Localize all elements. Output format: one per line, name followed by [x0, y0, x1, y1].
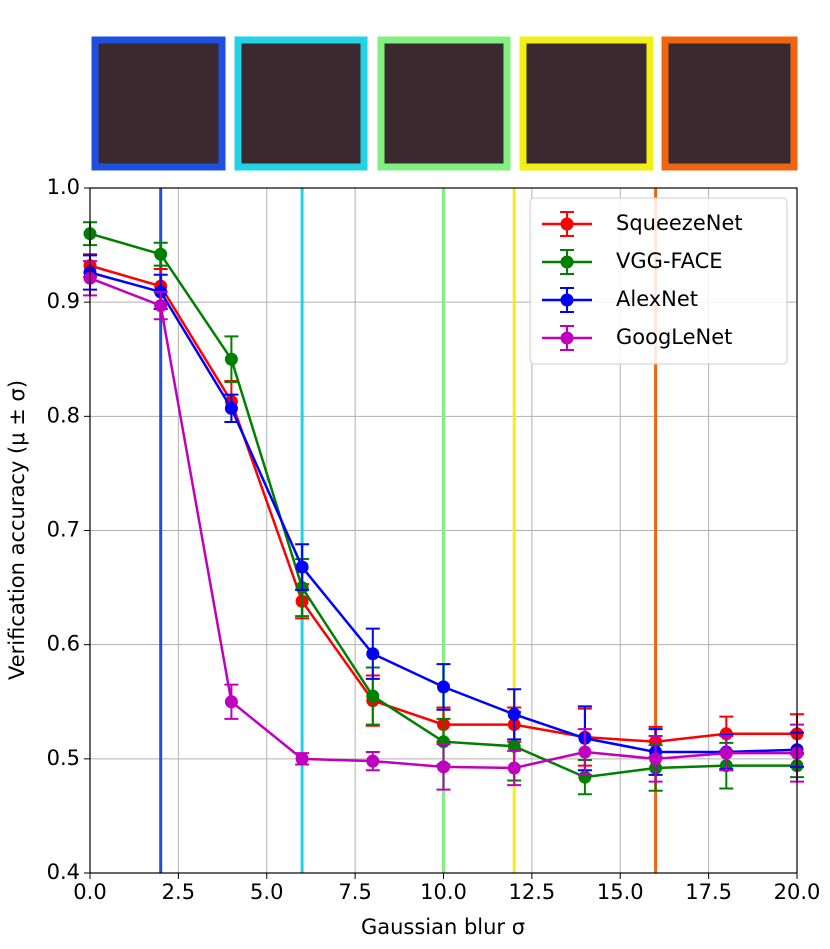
point — [366, 689, 380, 703]
point — [366, 754, 380, 768]
x-tick-label: 10.0 — [420, 880, 467, 904]
thumbnails — [91, 36, 798, 171]
legend-label: GoogLeNet — [616, 325, 732, 349]
y-tick-label: 0.6 — [47, 632, 80, 656]
y-tick-label: 0.5 — [47, 746, 80, 770]
x-tick-label: 2.5 — [162, 880, 195, 904]
y-tick-label: 0.9 — [47, 289, 80, 313]
legend-marker — [560, 293, 574, 307]
point — [507, 739, 521, 753]
thumbnail — [91, 36, 226, 171]
thumbnail — [661, 36, 798, 171]
point — [578, 745, 592, 759]
point — [224, 401, 238, 415]
x-tick-label: 20.0 — [774, 880, 821, 904]
point — [507, 761, 521, 775]
point — [154, 299, 168, 313]
point — [366, 647, 380, 661]
point — [719, 746, 733, 760]
legend-marker — [560, 331, 574, 345]
point — [295, 560, 309, 574]
point — [154, 247, 168, 261]
x-tick-label: 12.5 — [508, 880, 555, 904]
x-tick-label: 0.0 — [73, 880, 106, 904]
thumbnail — [234, 36, 368, 171]
x-tick-label: 5.0 — [250, 880, 283, 904]
thumbnail — [519, 36, 654, 171]
x-tick-label: 17.5 — [685, 880, 732, 904]
point — [507, 707, 521, 721]
point — [437, 680, 450, 694]
legend-box — [529, 197, 788, 365]
legend-label: VGG-FACE — [616, 249, 723, 273]
legend-label: SqueezeNet — [616, 211, 743, 235]
thumbnail — [377, 36, 511, 171]
point — [649, 752, 663, 766]
point — [295, 752, 309, 766]
plot-frame — [89, 187, 798, 874]
point — [437, 760, 450, 774]
x-tick-label: 15.0 — [597, 880, 644, 904]
point — [224, 352, 238, 366]
x-axis-label: Gaussian blur σ — [361, 915, 525, 939]
legend-marker — [560, 217, 574, 231]
y-tick-label: 1.0 — [47, 175, 80, 199]
y-tick-label: 0.8 — [47, 403, 80, 427]
y-tick-label: 0.4 — [47, 860, 80, 884]
y-tick-label: 0.7 — [47, 518, 80, 542]
x-tick-label: 7.5 — [338, 880, 371, 904]
y-axis-label: Verification accuracy (μ ± σ) — [5, 380, 29, 680]
point — [224, 695, 238, 709]
legend-marker — [560, 255, 574, 269]
legend-label: AlexNet — [616, 287, 698, 311]
